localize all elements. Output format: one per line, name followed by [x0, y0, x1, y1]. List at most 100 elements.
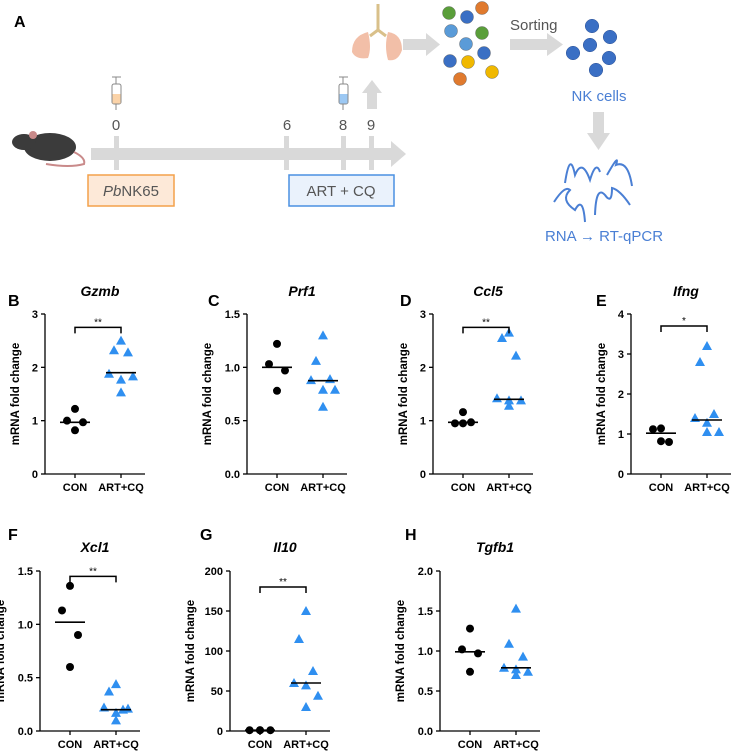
experimental-schematic: A 0 6 8 9	[12, 1, 663, 245]
y-tick-label: 3	[32, 309, 38, 321]
y-tick-label: 1.0	[225, 362, 240, 374]
panel-f: F Xcl1 0.0 0.5 1.0 1.5 mRNA fold change CON ART+…	[0, 527, 140, 751]
treatment-label: ART + CQ	[306, 183, 375, 200]
y-tick-label: 0	[32, 469, 38, 481]
data-point-con	[71, 426, 79, 435]
up-arrow	[362, 80, 382, 109]
right-arrow-1	[403, 33, 440, 56]
data-point-art-cq	[116, 387, 126, 397]
y-tick-label: 1.5	[225, 309, 240, 321]
panel-letter: F	[8, 527, 18, 544]
data-point-con	[273, 339, 281, 348]
panel-letter-a: A	[14, 14, 26, 31]
syringe-icon-treatment	[338, 76, 349, 110]
data-point-con	[649, 425, 657, 434]
data-point-art-cq	[504, 400, 514, 410]
significance-bracket	[259, 586, 307, 593]
y-tick-label: 0.5	[18, 673, 33, 685]
data-point-art-cq	[702, 417, 712, 427]
data-point-art-cq	[301, 680, 311, 690]
y-tick-label: 1	[420, 416, 426, 428]
data-point-art-cq	[111, 679, 121, 689]
gene-title: Prf1	[288, 283, 315, 299]
data-point-art-cq	[504, 638, 514, 648]
cell	[442, 6, 456, 20]
data-point-con	[451, 419, 459, 428]
data-point-art-cq	[330, 384, 340, 394]
data-point-art-cq	[301, 702, 311, 711]
data-point-con	[66, 581, 74, 590]
data-point-art-cq	[714, 427, 724, 436]
data-point-con	[466, 667, 474, 676]
y-tick-label: 4	[618, 309, 625, 321]
data-point-con	[474, 649, 482, 658]
significance-bracket	[69, 575, 117, 583]
x-tick-label: CON	[58, 739, 83, 751]
lungs-icon	[352, 4, 402, 61]
significance-label: **	[89, 566, 97, 577]
infection-box	[87, 174, 175, 207]
x-tick-label: CON	[451, 482, 476, 494]
data-point-art-cq	[511, 664, 521, 674]
y-tick-label: 3	[420, 309, 426, 321]
panel-h: H Tgfb1 0.0 0.5 1.0 1.5 2.0 mRNA fold change CON…	[395, 527, 540, 751]
panel-e: E Ifng 0 1 2 3 4 mRNA fold change CON ART+CQ *	[596, 283, 731, 494]
y-tick-label: 0.5	[418, 686, 433, 698]
data-point-art-cq	[311, 355, 321, 365]
data-point-art-cq	[511, 670, 521, 679]
data-point-art-cq	[313, 690, 323, 700]
panel-letter: G	[200, 527, 212, 544]
timeline-arrow	[91, 136, 406, 170]
y-axis-label: mRNA fold change	[10, 343, 22, 445]
gene-title: Il10	[273, 539, 297, 555]
panel-d: D Ccl5 0 1 2 3 mRNA fold change CON ART+CQ **	[398, 283, 533, 494]
gene-title: Xcl1	[80, 539, 110, 555]
data-point-con	[273, 386, 281, 395]
nk-cell	[584, 18, 600, 34]
data-point-art-cq	[695, 357, 705, 366]
day-6: 6	[283, 117, 291, 134]
data-point-con	[58, 606, 66, 615]
y-tick-label: 1.0	[18, 619, 33, 631]
data-point-art-cq	[116, 374, 126, 384]
panel-letter: C	[208, 293, 220, 310]
day-0: 0	[112, 117, 120, 134]
y-tick-label: 0.5	[225, 416, 240, 428]
data-point-art-cq	[109, 345, 119, 355]
cell	[461, 55, 475, 69]
x-tick-label: CON	[458, 739, 483, 751]
y-axis-label: mRNA fold change	[185, 600, 197, 702]
down-arrow	[587, 112, 610, 150]
cell	[477, 46, 491, 60]
infection-label: PbNK65	[103, 183, 159, 200]
panel-letter: D	[400, 293, 412, 310]
data-point-art-cq	[308, 666, 318, 675]
data-point-art-cq	[128, 371, 138, 381]
cell	[443, 54, 457, 68]
significance-bracket	[74, 326, 122, 334]
significance-label: *	[682, 316, 686, 327]
chart-panels: B Gzmb 0 1 2 3 mRNA fold change CON ART+CQ ** C Prf…	[0, 283, 731, 751]
significance-bracket	[660, 325, 708, 332]
data-point-art-cq	[306, 375, 316, 385]
cell	[485, 65, 499, 79]
x-tick-label: ART+CQ	[98, 482, 144, 494]
data-point-art-cq	[116, 335, 126, 345]
data-point-con	[265, 360, 273, 369]
mouse-icon	[12, 131, 86, 167]
x-tick-label: CON	[248, 739, 273, 751]
x-tick-label: ART+CQ	[493, 739, 539, 751]
x-tick-label: CON	[649, 482, 674, 494]
gene-title: Gzmb	[81, 283, 120, 299]
significance-label: **	[94, 317, 102, 328]
mixed-cells-icon	[442, 1, 499, 86]
y-tick-label: 1.5	[418, 606, 433, 618]
x-tick-label: ART+CQ	[300, 482, 346, 494]
data-point-art-cq	[492, 393, 502, 403]
panel-letter: B	[8, 293, 20, 310]
data-point-art-cq	[294, 634, 304, 643]
y-tick-label: 100	[205, 646, 223, 658]
cell	[460, 10, 474, 24]
data-point-con	[657, 424, 665, 433]
